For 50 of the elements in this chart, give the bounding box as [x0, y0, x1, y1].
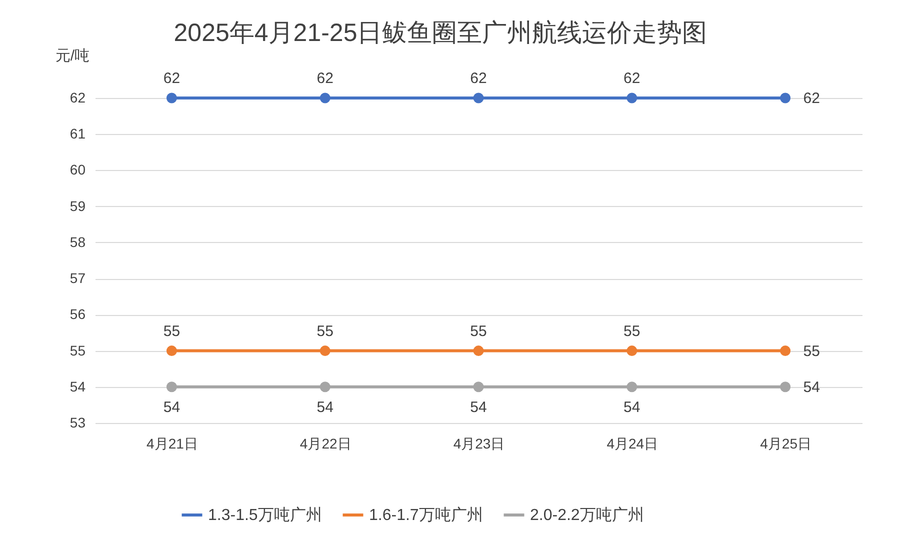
point	[166, 92, 177, 104]
y-tick-label: 54	[70, 378, 86, 394]
x-tick-label: 4月23日	[453, 436, 505, 452]
y-axis-title: 元/吨	[55, 48, 90, 64]
point	[626, 346, 638, 356]
point	[320, 92, 330, 104]
point	[626, 382, 638, 392]
data-label: 62	[624, 70, 640, 87]
point	[473, 382, 484, 392]
y-tick-label: 59	[70, 198, 86, 214]
x-tick-label: 4月21日	[146, 436, 198, 452]
point	[780, 92, 791, 104]
y-tick-label: 53	[70, 414, 86, 430]
legend-label: 2.0-2.2万吨广州	[530, 506, 644, 524]
legend-label: 1.3-1.5万吨广州	[208, 506, 322, 524]
x-tick-label: 4月22日	[300, 436, 352, 452]
data-label: 54	[163, 398, 180, 416]
data-label: 55	[470, 322, 487, 340]
data-label: 55	[163, 322, 180, 340]
y-tick-label: 61	[70, 126, 86, 142]
data-label: 54	[470, 398, 487, 416]
data-label: 54	[316, 398, 334, 416]
y-tick-label: 60	[70, 162, 86, 178]
data-label: 62	[163, 70, 180, 87]
chart-title: 2025年4月21-25日鲅鱼圈至广州航线运价走势图	[174, 19, 708, 47]
point	[780, 382, 791, 392]
data-label: 55	[803, 342, 820, 360]
x-tick-label: 4月25日	[760, 436, 812, 452]
data-label: 54	[624, 398, 640, 416]
data-label: 55	[316, 322, 334, 340]
point	[626, 92, 638, 104]
point	[473, 92, 484, 104]
data-label: 54	[803, 378, 820, 396]
point	[473, 346, 484, 356]
point	[166, 346, 177, 356]
y-tick-label: 57	[70, 270, 86, 286]
point	[320, 382, 330, 392]
data-label: 62	[316, 70, 334, 87]
x-tick-label: 4月24日	[606, 436, 658, 452]
y-tick-label: 55	[70, 342, 86, 358]
y-tick-label: 62	[70, 90, 86, 106]
data-label: 55	[624, 322, 640, 340]
legend-label: 1.6-1.7万吨广州	[369, 506, 483, 524]
point	[780, 346, 791, 356]
data-label: 62	[470, 70, 487, 87]
data-label: 62	[803, 90, 820, 107]
point	[320, 346, 330, 356]
y-tick-label: 58	[70, 234, 86, 250]
y-tick-label: 56	[70, 306, 86, 322]
point	[166, 382, 177, 392]
